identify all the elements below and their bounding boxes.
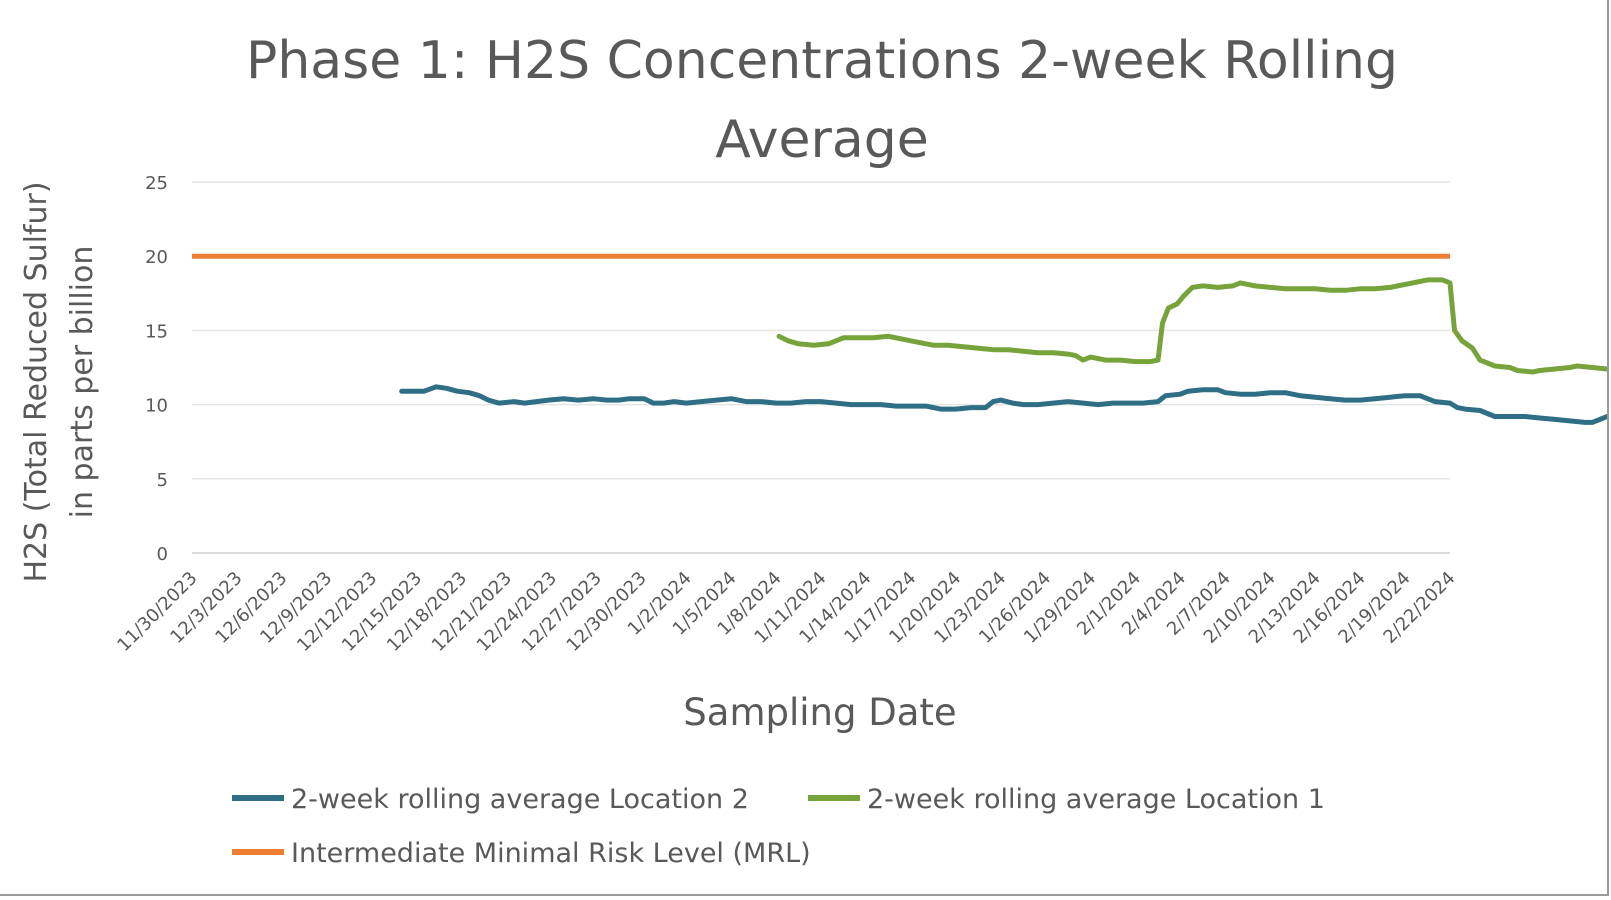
chart-title-line-1: Phase 1: H2S Concentrations 2-week Rolli…: [246, 31, 1398, 91]
legend-item-location-2: 2-week rolling average Location 2: [232, 784, 749, 815]
series-layer: [192, 253, 1607, 425]
y-tick-label: 15: [145, 321, 168, 342]
legend-label-location-2: 2-week rolling average Location 2: [291, 784, 749, 815]
y-axis-title-line-2: in parts per billion: [65, 246, 100, 519]
legend: 2-week rolling average Location 2 2-week…: [232, 784, 1325, 869]
y-tick-label: 25: [145, 173, 168, 194]
y-tick-label: 0: [157, 544, 168, 565]
chart-title-line-2: Average: [715, 110, 929, 170]
series-line-location-1: [776, 277, 1607, 375]
x-axis-ticks: 11/30/202312/3/202312/6/202312/9/202312/…: [113, 568, 1459, 656]
legend-item-location-1: 2-week rolling average Location 1: [808, 784, 1325, 815]
legend-label-mrl: Intermediate Minimal Risk Level (MRL): [291, 838, 811, 869]
legend-item-mrl: Intermediate Minimal Risk Level (MRL): [232, 838, 811, 869]
y-tick-label: 5: [157, 470, 168, 491]
y-axis-ticks: 0 5 10 15 20 25: [145, 173, 168, 565]
y-tick-label: 10: [145, 396, 168, 417]
series-line-location-2: [399, 384, 1607, 425]
gridlines: [192, 181, 1450, 554]
y-tick-label: 20: [145, 247, 168, 268]
y-axis-title: H2S (Total Reduced Sulfur) in parts per …: [19, 181, 100, 582]
y-axis-title-line-1: H2S (Total Reduced Sulfur): [19, 181, 54, 582]
x-axis-title: Sampling Date: [683, 691, 956, 734]
legend-label-location-1: 2-week rolling average Location 1: [867, 784, 1325, 815]
chart-title: Phase 1: H2S Concentrations 2-week Rolli…: [246, 31, 1398, 170]
